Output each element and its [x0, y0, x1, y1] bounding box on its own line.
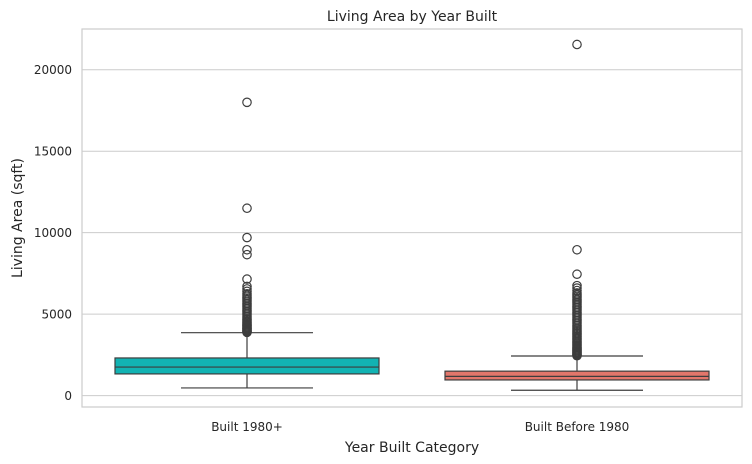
outlier-point [242, 288, 252, 299]
outlier-point [572, 244, 582, 255]
x-tick-label: Built 1980+ [211, 420, 283, 434]
outlier-point [242, 249, 252, 260]
outlier-point [242, 244, 252, 255]
iqr-box [444, 370, 710, 381]
outlier-point [242, 203, 252, 214]
x-axis-ticks: Built 1980+ Built Before 1980 [211, 420, 629, 434]
chart-title: Living Area by Year Built [327, 9, 498, 25]
outlier-point [242, 274, 252, 284]
outlier-point [242, 286, 252, 297]
plot-area [81, 28, 743, 408]
iqr-box [114, 357, 380, 375]
y-axis-label: Living Area (sqft) [10, 158, 26, 278]
outlier-point [242, 284, 252, 294]
boxes [114, 39, 710, 391]
outlier-point [242, 232, 252, 243]
outlier-point [572, 269, 582, 280]
y-tick-label: 0 [64, 389, 72, 403]
y-tick-label: 20000 [34, 63, 72, 77]
grid-lines [82, 69, 742, 397]
outlier-point [242, 281, 252, 292]
box-2 [444, 39, 710, 391]
x-axis-label: Year Built Category [344, 440, 479, 456]
outlier-point [572, 288, 582, 298]
outlier-point [572, 285, 582, 296]
box-1 [114, 97, 380, 389]
outlier-point [242, 97, 252, 108]
outlier-point [572, 280, 582, 291]
y-axis-ticks: 0 5000 10000 15000 20000 [34, 63, 72, 403]
outlier-point [572, 283, 582, 293]
y-tick-label: 5000 [41, 308, 72, 322]
outlier-point [572, 39, 582, 50]
y-tick-label: 15000 [34, 145, 72, 159]
x-tick-label: Built Before 1980 [525, 420, 630, 434]
y-tick-label: 10000 [34, 226, 72, 240]
